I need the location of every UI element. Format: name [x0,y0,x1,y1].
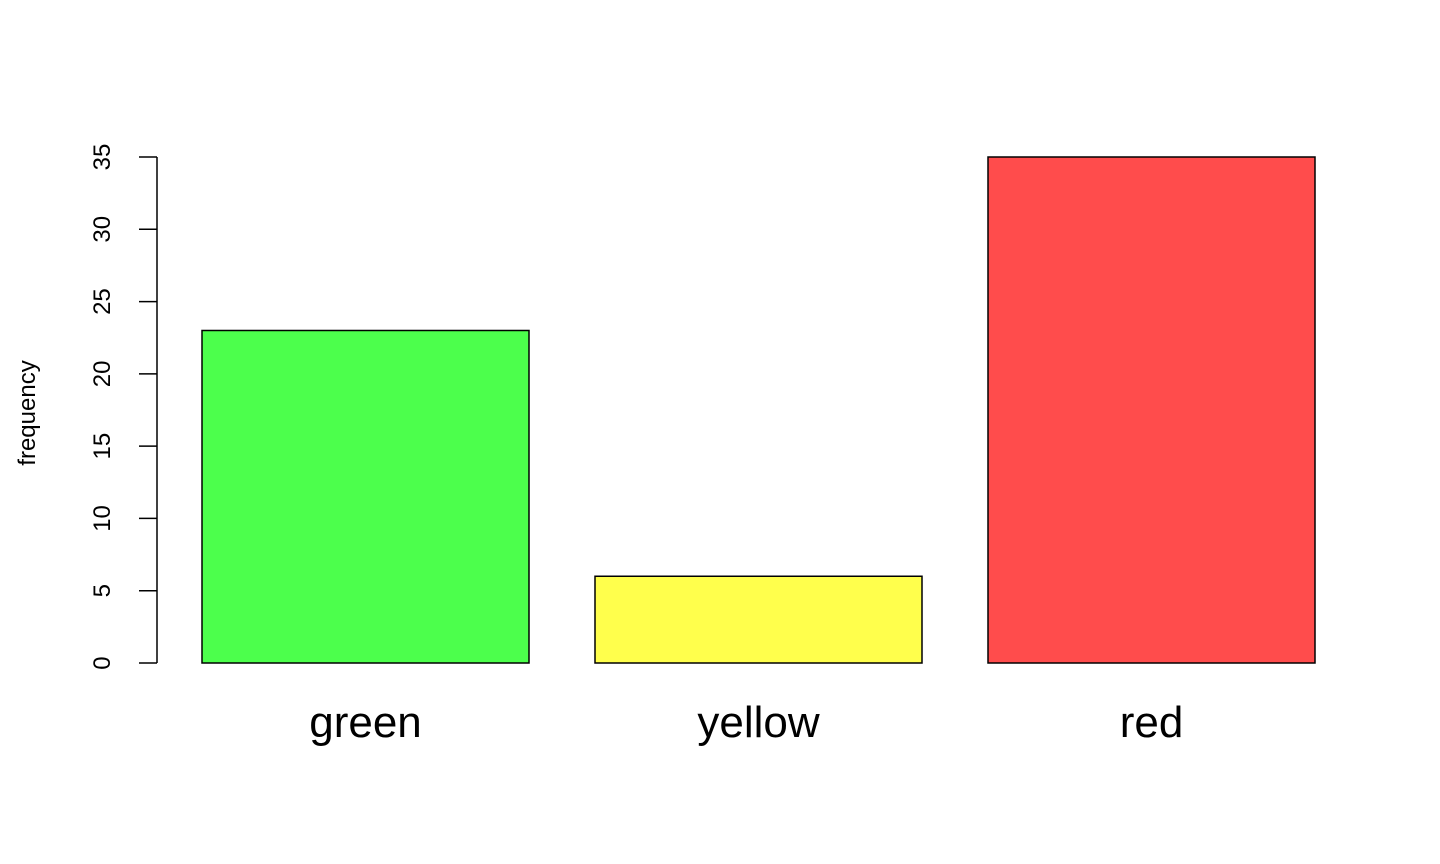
category-label-green: green [309,698,422,747]
y-tick-label: 35 [89,144,116,171]
y-tick-label: 0 [89,656,116,669]
bar-red [987,156,1316,664]
category-labels: green yellow red [309,698,1183,747]
bar-yellow [594,575,923,664]
y-tick-label: 5 [89,584,116,597]
y-tick-label: 20 [89,361,116,388]
y-tick-label: 15 [89,433,116,460]
bars-group [201,156,1316,664]
y-axis: 0 5 10 15 20 25 30 35 [89,144,158,670]
category-label-yellow: yellow [697,698,819,747]
y-tick-label: 10 [89,505,116,532]
y-tick-label: 30 [89,216,116,243]
bar-green [201,329,530,664]
y-tick-label: 25 [89,288,116,315]
category-label-red: red [1120,698,1184,747]
y-axis-title: frequency [14,360,41,465]
